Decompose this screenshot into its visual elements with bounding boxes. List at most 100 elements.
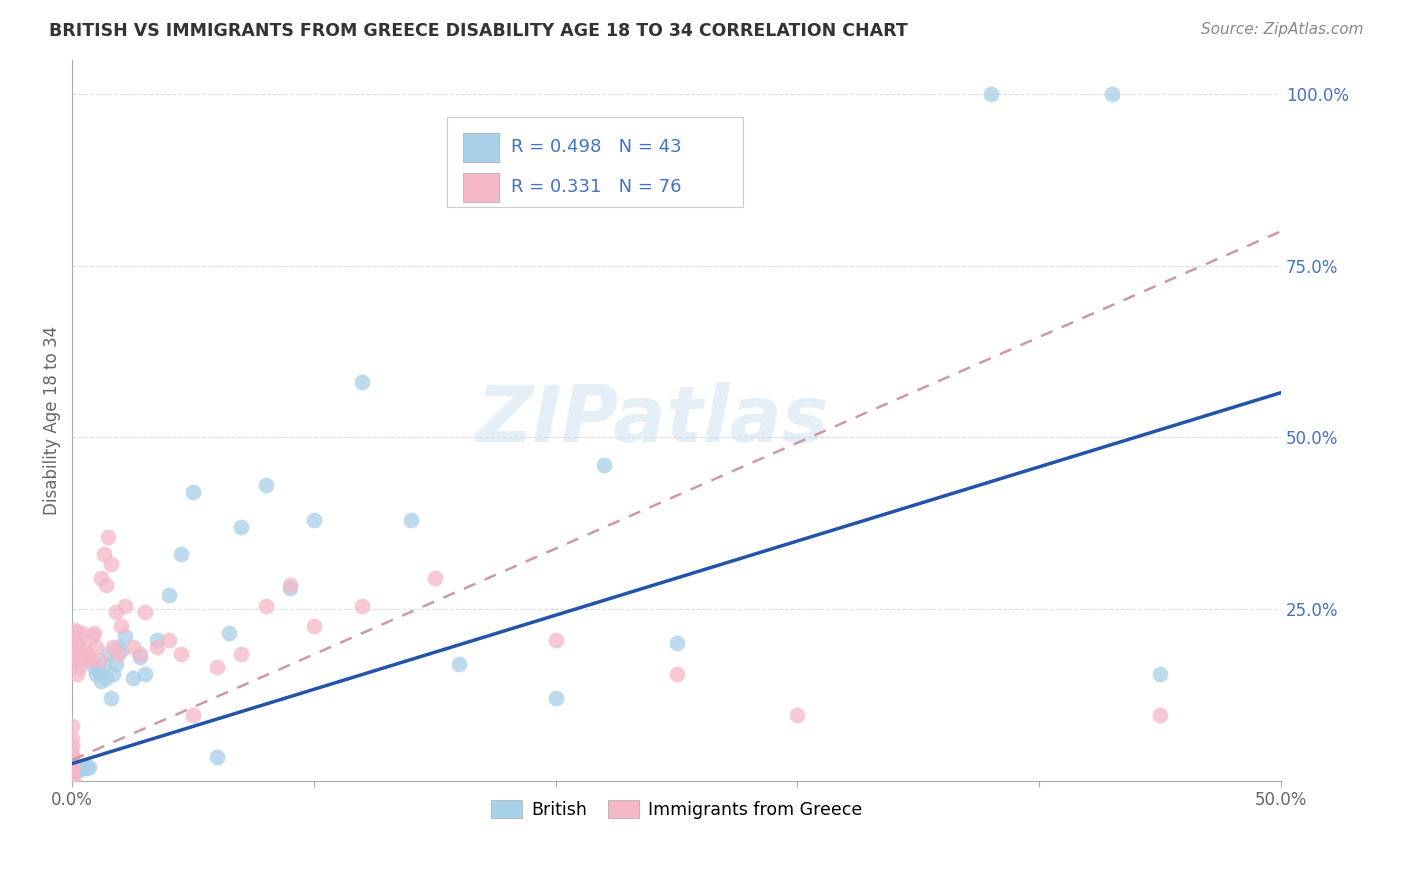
Point — [665, 667, 688, 681]
Point — [60, 773, 83, 788]
Point — [110, 619, 132, 633]
Point — [60, 773, 83, 788]
Point — [60, 773, 83, 788]
Point — [86, 667, 108, 681]
Point — [1149, 708, 1171, 723]
Point — [60, 772, 83, 787]
Point — [786, 708, 808, 723]
Point — [70, 653, 93, 667]
Point — [63, 623, 86, 637]
Point — [94, 578, 117, 592]
Point — [60, 773, 83, 788]
Point — [544, 691, 567, 706]
Point — [1101, 87, 1123, 101]
Point — [544, 632, 567, 647]
Point — [100, 558, 122, 572]
Point — [63, 764, 86, 778]
Point — [66, 636, 89, 650]
Point — [83, 660, 105, 674]
Point — [60, 773, 83, 788]
Point — [73, 758, 96, 772]
Point — [1149, 667, 1171, 681]
Point — [83, 626, 105, 640]
FancyBboxPatch shape — [447, 117, 744, 208]
Point — [60, 773, 83, 788]
Point — [254, 478, 277, 492]
Point — [60, 746, 83, 760]
Point — [107, 640, 129, 654]
Point — [146, 632, 169, 647]
Point — [60, 773, 83, 788]
Point — [60, 749, 83, 764]
Text: R = 0.498   N = 43: R = 0.498 N = 43 — [510, 138, 682, 156]
Point — [60, 739, 83, 754]
Point — [60, 773, 83, 788]
Point — [80, 629, 103, 643]
Point — [254, 599, 277, 613]
Point — [107, 647, 129, 661]
Point — [129, 647, 152, 661]
Point — [97, 530, 120, 544]
Point — [121, 671, 143, 685]
Point — [103, 667, 125, 681]
Point — [70, 626, 93, 640]
Point — [60, 772, 83, 787]
Point — [63, 640, 86, 654]
Point — [352, 376, 374, 390]
Point — [60, 719, 83, 733]
Y-axis label: Disability Age 18 to 34: Disability Age 18 to 34 — [44, 326, 60, 515]
Point — [60, 773, 83, 788]
Point — [77, 760, 100, 774]
Point — [60, 756, 83, 771]
FancyBboxPatch shape — [463, 173, 499, 202]
Point — [69, 640, 91, 654]
Point — [114, 599, 136, 613]
Point — [231, 519, 253, 533]
Point — [60, 773, 83, 788]
FancyBboxPatch shape — [463, 133, 499, 161]
Point — [60, 766, 83, 780]
Text: Source: ZipAtlas.com: Source: ZipAtlas.com — [1201, 22, 1364, 37]
Point — [94, 671, 117, 685]
Point — [77, 653, 100, 667]
Point — [447, 657, 470, 671]
Point — [60, 773, 83, 788]
Point — [97, 647, 120, 661]
Point — [157, 632, 180, 647]
Point — [69, 660, 91, 674]
Point — [66, 626, 89, 640]
Point — [60, 773, 83, 788]
Point — [86, 640, 108, 654]
Point — [278, 578, 301, 592]
Point — [80, 653, 103, 667]
Point — [302, 513, 325, 527]
Point — [207, 660, 229, 674]
Point — [980, 87, 1002, 101]
Point — [93, 547, 115, 561]
Point — [181, 708, 204, 723]
Point — [63, 653, 86, 667]
Point — [76, 647, 98, 661]
Point — [60, 770, 83, 784]
Point — [87, 664, 110, 678]
Point — [121, 640, 143, 654]
Point — [103, 640, 125, 654]
Point — [66, 760, 89, 774]
Point — [170, 647, 193, 661]
Point — [60, 773, 83, 788]
Point — [593, 458, 616, 472]
Point — [76, 761, 98, 775]
Point — [218, 626, 240, 640]
Point — [114, 629, 136, 643]
Text: BRITISH VS IMMIGRANTS FROM GREECE DISABILITY AGE 18 TO 34 CORRELATION CHART: BRITISH VS IMMIGRANTS FROM GREECE DISABI… — [49, 22, 908, 40]
Point — [100, 691, 122, 706]
Point — [70, 761, 93, 775]
Point — [90, 674, 112, 689]
Point — [157, 588, 180, 602]
Point — [93, 657, 115, 671]
Point — [104, 657, 127, 671]
Point — [87, 653, 110, 667]
Point — [73, 640, 96, 654]
Point — [60, 760, 83, 774]
Text: R = 0.331   N = 76: R = 0.331 N = 76 — [510, 178, 682, 196]
